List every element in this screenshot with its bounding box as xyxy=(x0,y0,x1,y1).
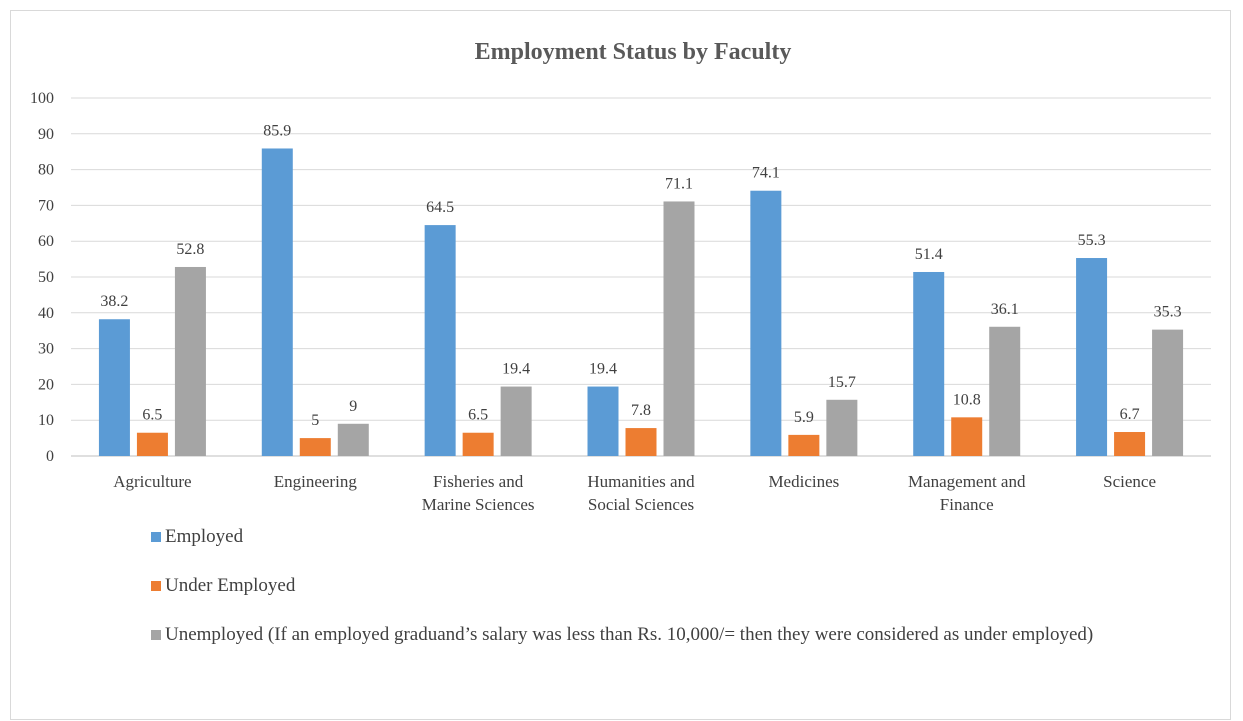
x-tick-label: Science xyxy=(1103,472,1156,491)
legend-swatch xyxy=(151,630,161,640)
legend-item: Under Employed xyxy=(151,572,1151,599)
x-tick-label: Management and xyxy=(908,472,1026,491)
legend-item: Employed xyxy=(151,523,1151,550)
bar xyxy=(1114,432,1146,456)
data-label: 35.3 xyxy=(1154,304,1182,321)
bar xyxy=(951,417,983,456)
bar xyxy=(750,190,782,457)
data-label: 55.3 xyxy=(1078,232,1106,249)
bar xyxy=(989,326,1021,456)
chart-canvas: Employment Status by Faculty 0 10 20 30 40 50… xyxy=(30,39,1211,514)
x-tick-label: Humanities and xyxy=(587,472,695,491)
data-label: 6.7 xyxy=(1120,406,1140,423)
chart-frame: Employment Status by Faculty 0 10 20 30 40 50… xyxy=(10,10,1231,720)
legend-item: Unemployed (If an employed graduand’s sa… xyxy=(151,621,1151,648)
data-label: 85.9 xyxy=(263,122,291,139)
bar xyxy=(625,428,657,456)
data-label: 19.4 xyxy=(589,361,617,378)
data-label: 5 xyxy=(311,412,319,429)
bar xyxy=(1076,258,1108,456)
x-tick-label: Engineering xyxy=(274,472,358,491)
legend-label: Employed xyxy=(165,526,244,547)
data-label: 15.7 xyxy=(828,374,856,391)
bar xyxy=(500,386,532,456)
data-label: 5.9 xyxy=(794,409,814,426)
data-label: 71.1 xyxy=(665,175,693,192)
bar xyxy=(136,432,168,456)
bar xyxy=(299,438,331,456)
bar xyxy=(1152,329,1184,456)
labels: 0 10 20 30 40 50 60 70 80 90 100 38.2 6.5 52.8 Agricul… xyxy=(30,90,1182,514)
x-tick-label: Fisheries and xyxy=(433,472,524,491)
bar xyxy=(261,148,293,456)
y-tick-label: 100 xyxy=(30,90,54,107)
bars xyxy=(98,148,1184,457)
y-tick-label: 70 xyxy=(38,197,54,214)
data-label: 36.1 xyxy=(991,301,1019,318)
bar xyxy=(826,399,858,456)
bar xyxy=(424,225,456,456)
data-label: 6.5 xyxy=(468,407,488,424)
y-tick-label: 0 xyxy=(46,448,54,465)
y-tick-label: 90 xyxy=(38,126,54,143)
bar xyxy=(788,434,820,456)
y-tick-label: 20 xyxy=(38,376,54,393)
legend-label: Unemployed (If an employed graduand’s sa… xyxy=(165,624,1094,645)
bar xyxy=(663,201,695,456)
y-tick-label: 40 xyxy=(38,305,54,322)
x-tick-label: Finance xyxy=(940,495,994,514)
x-tick-label: Medicines xyxy=(768,472,839,491)
x-tick-label: Agriculture xyxy=(113,472,191,491)
legend-swatch xyxy=(151,581,161,591)
legend-swatch xyxy=(151,532,161,542)
bar xyxy=(913,271,945,456)
legend: Employed Under Employed Unemployed (If an … xyxy=(151,523,1151,670)
y-tick-label: 50 xyxy=(38,269,54,286)
bar xyxy=(98,319,130,456)
y-tick-label: 60 xyxy=(38,233,54,250)
chart-title: Employment Status by Faculty xyxy=(475,39,792,65)
data-label: 10.8 xyxy=(953,391,981,408)
data-label: 64.5 xyxy=(426,199,454,216)
legend-label: Under Employed xyxy=(165,575,296,596)
bar xyxy=(174,266,206,456)
data-label: 9 xyxy=(349,398,357,415)
bar xyxy=(587,386,619,456)
data-label: 6.5 xyxy=(142,407,162,424)
bar xyxy=(337,423,369,456)
data-label: 52.8 xyxy=(176,241,204,258)
data-label: 74.1 xyxy=(752,165,780,182)
data-label: 7.8 xyxy=(631,402,651,419)
y-tick-label: 80 xyxy=(38,162,54,179)
data-label: 51.4 xyxy=(915,246,943,263)
y-tick-label: 10 xyxy=(38,412,54,429)
gridlines xyxy=(71,97,1211,457)
x-tick-label: Marine Sciences xyxy=(422,495,535,514)
data-label: 19.4 xyxy=(502,361,530,378)
data-label: 38.2 xyxy=(100,293,128,310)
y-tick-label: 30 xyxy=(38,341,54,358)
bar xyxy=(462,432,494,456)
x-tick-label: Social Sciences xyxy=(588,495,694,514)
